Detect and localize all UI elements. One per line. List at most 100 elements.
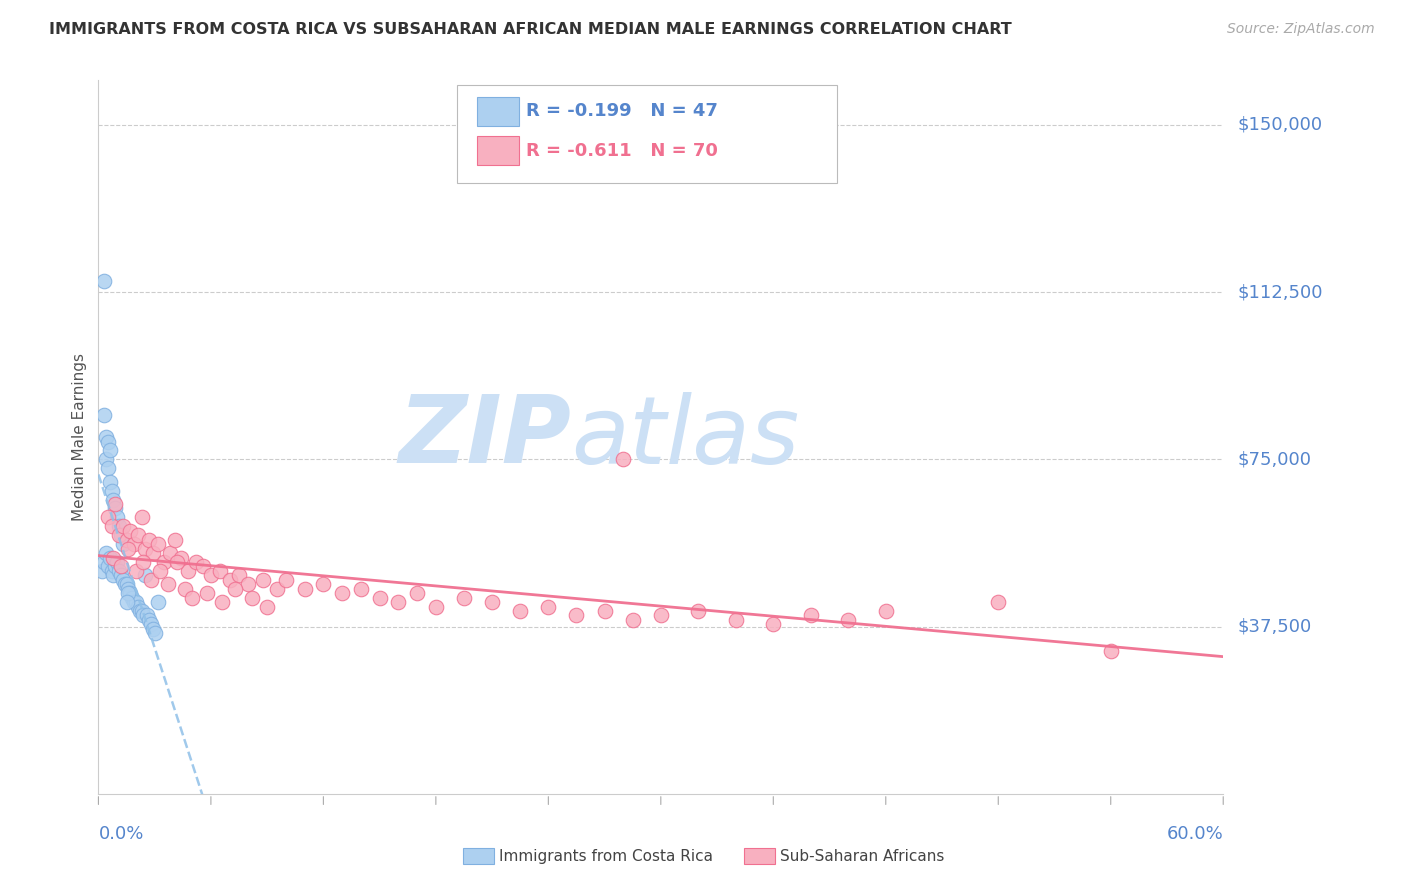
Point <box>312 577 335 591</box>
Point <box>121 591 143 605</box>
Point <box>94 546 117 560</box>
Point <box>100 483 122 498</box>
Point <box>184 555 207 569</box>
Point <box>115 577 138 591</box>
Point <box>105 510 128 524</box>
Point <box>238 577 260 591</box>
Point <box>117 582 139 596</box>
Text: IMMIGRANTS FROM COSTA RICA VS SUBSAHARAN AFRICAN MEDIAN MALE EARNINGS CORRELATIO: IMMIGRANTS FROM COSTA RICA VS SUBSAHARAN… <box>49 22 1012 37</box>
Point <box>266 582 288 596</box>
Point <box>103 568 125 582</box>
Point <box>143 626 166 640</box>
Point <box>94 452 117 467</box>
Point <box>120 524 142 538</box>
Point <box>218 573 240 587</box>
Point <box>193 559 215 574</box>
Point <box>122 595 145 609</box>
Point <box>565 608 588 623</box>
Point <box>224 582 246 596</box>
Point <box>125 595 148 609</box>
Point <box>138 533 160 547</box>
Point <box>98 550 121 565</box>
Point <box>406 586 429 600</box>
Point <box>93 555 115 569</box>
Point <box>252 573 274 587</box>
Point <box>93 274 115 288</box>
Text: $150,000: $150,000 <box>1237 116 1322 134</box>
Point <box>177 564 200 578</box>
Text: Immigrants from Costa Rica: Immigrants from Costa Rica <box>499 849 713 863</box>
Point <box>195 586 218 600</box>
Point <box>537 599 560 614</box>
Text: Sub-Saharan Africans: Sub-Saharan Africans <box>780 849 945 863</box>
Point <box>97 461 120 475</box>
Text: atlas: atlas <box>571 392 799 483</box>
Point <box>294 582 316 596</box>
Point <box>837 613 859 627</box>
Point <box>93 408 115 422</box>
Point <box>148 595 170 609</box>
Point <box>612 452 634 467</box>
Text: R = -0.611   N = 70: R = -0.611 N = 70 <box>526 142 717 160</box>
Text: 60.0%: 60.0% <box>1167 825 1223 843</box>
Point <box>149 564 172 578</box>
Point <box>125 564 148 578</box>
Point <box>762 617 785 632</box>
Point <box>104 497 127 511</box>
Point <box>274 573 297 587</box>
Text: Source: ZipAtlas.com: Source: ZipAtlas.com <box>1227 22 1375 37</box>
Point <box>104 559 127 574</box>
Point <box>593 604 616 618</box>
Point <box>724 613 747 627</box>
Point <box>200 568 222 582</box>
Point <box>209 564 232 578</box>
Point <box>688 604 710 618</box>
Point <box>115 595 138 609</box>
Point <box>509 604 531 618</box>
Point <box>98 443 121 458</box>
Point <box>131 510 153 524</box>
Point <box>136 608 159 623</box>
Point <box>120 586 142 600</box>
Point <box>134 541 156 556</box>
Point <box>148 537 170 551</box>
Point <box>127 599 149 614</box>
Point <box>368 591 391 605</box>
Point <box>110 568 132 582</box>
Point <box>111 519 134 533</box>
Point <box>131 604 153 618</box>
Point <box>100 519 122 533</box>
Point <box>330 586 353 600</box>
Point <box>108 564 131 578</box>
Point <box>128 604 150 618</box>
Point <box>139 573 162 587</box>
Point <box>166 555 188 569</box>
Point <box>100 564 122 578</box>
Point <box>98 475 121 489</box>
Point <box>139 617 162 632</box>
Point <box>240 591 263 605</box>
Point <box>987 595 1010 609</box>
Point <box>122 537 145 551</box>
Text: R = -0.199   N = 47: R = -0.199 N = 47 <box>526 103 717 120</box>
Point <box>650 608 672 623</box>
Point <box>115 533 138 547</box>
Point <box>621 613 644 627</box>
Point <box>170 550 193 565</box>
Point <box>132 608 155 623</box>
Point <box>132 555 155 569</box>
Y-axis label: Median Male Earnings: Median Male Earnings <box>72 353 87 521</box>
Text: $37,500: $37,500 <box>1237 617 1312 636</box>
Point <box>114 577 136 591</box>
Point <box>117 586 139 600</box>
Text: $75,000: $75,000 <box>1237 450 1312 468</box>
Text: ZIP: ZIP <box>398 391 571 483</box>
Point <box>97 510 120 524</box>
Point <box>111 537 134 551</box>
Point <box>142 622 165 636</box>
Point <box>153 555 176 569</box>
Point <box>228 568 250 582</box>
Point <box>134 568 156 582</box>
Text: $112,500: $112,500 <box>1237 283 1323 301</box>
Point <box>127 528 149 542</box>
